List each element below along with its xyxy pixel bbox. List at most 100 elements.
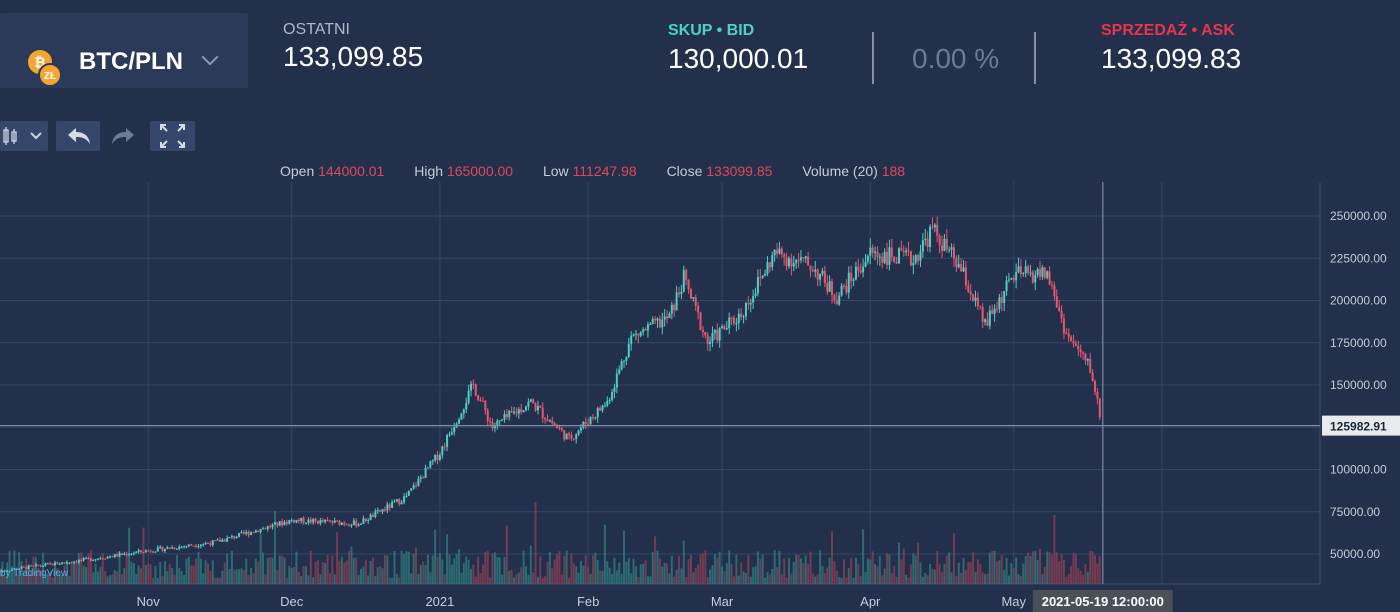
volume-bar <box>46 573 49 584</box>
volume-bar <box>324 562 327 584</box>
undo-button[interactable] <box>56 121 100 151</box>
fullscreen-button[interactable] <box>150 121 195 151</box>
candle <box>1012 277 1015 281</box>
candle <box>754 293 757 297</box>
volume-bar <box>654 536 657 584</box>
candle <box>1005 280 1008 292</box>
volume-bar <box>639 564 642 584</box>
candle <box>823 270 826 284</box>
candle <box>448 434 451 436</box>
volume-bar <box>343 562 346 584</box>
volume-bar <box>520 567 523 584</box>
volume-bar <box>979 563 982 584</box>
volume-bar <box>1072 552 1075 584</box>
candle <box>606 400 609 406</box>
candle <box>809 265 812 271</box>
candle <box>108 556 111 558</box>
candle <box>570 434 573 439</box>
volume-bar <box>434 529 437 584</box>
candle <box>470 383 473 391</box>
volume-bar <box>835 570 838 584</box>
candle <box>979 306 982 308</box>
candle <box>529 399 532 402</box>
volume-bar <box>888 554 891 584</box>
candle <box>596 407 599 418</box>
ask-value: 133,099.83 <box>1101 43 1242 74</box>
candle <box>520 408 523 413</box>
candle <box>1050 284 1053 286</box>
volume-bar <box>998 560 1001 584</box>
volume-bar <box>771 569 774 584</box>
volume-bar <box>355 557 358 584</box>
volume-bar <box>666 563 669 584</box>
redo-icon <box>112 128 134 144</box>
candle <box>443 446 446 448</box>
ticker-header: ₿ ZŁ BTC/PLN OSTATNI 133,099.85 SKUP • B… <box>0 0 1400 104</box>
redo-button[interactable] <box>104 121 144 151</box>
volume-bar <box>1067 573 1070 584</box>
candle <box>501 419 504 421</box>
volume-bar <box>730 563 733 584</box>
candle <box>51 563 54 566</box>
volume-bar <box>209 571 212 584</box>
candle <box>685 270 688 280</box>
candle <box>472 383 475 385</box>
candle <box>185 546 188 548</box>
candle <box>1070 336 1073 342</box>
candle <box>132 553 135 555</box>
candle <box>374 511 377 517</box>
candle <box>493 426 496 429</box>
candle <box>152 551 155 553</box>
candle <box>307 519 310 523</box>
candle <box>316 520 319 524</box>
volume-bar <box>1058 561 1061 584</box>
volume-bar <box>99 566 102 584</box>
volume-bar <box>293 566 296 584</box>
volume-bar <box>118 551 121 584</box>
volume-bar <box>811 573 814 584</box>
candle <box>845 285 848 293</box>
volume-bar <box>154 565 157 584</box>
volume-bar <box>302 565 305 584</box>
candle <box>68 562 71 564</box>
volume-bar <box>768 574 771 584</box>
candle <box>446 435 449 447</box>
candle <box>1072 341 1075 344</box>
candle <box>376 510 379 512</box>
candle <box>929 226 932 247</box>
volume-bar <box>642 563 645 584</box>
candle <box>178 546 181 549</box>
volume-bar <box>376 567 379 584</box>
volume-bar <box>486 550 489 584</box>
volume-bar <box>223 562 226 584</box>
volume-bar <box>53 564 56 584</box>
volume-bar <box>25 558 28 584</box>
candle <box>125 553 128 556</box>
chart-type-dropdown[interactable] <box>0 121 48 151</box>
candle <box>293 519 296 523</box>
candle <box>479 400 482 402</box>
candle <box>197 546 200 548</box>
volume-bar <box>668 573 671 584</box>
candle <box>515 411 518 414</box>
candle <box>505 414 508 417</box>
candle <box>902 250 905 253</box>
chevron-down-icon[interactable] <box>201 48 219 66</box>
candle <box>235 536 238 539</box>
candle <box>438 454 441 461</box>
candle <box>1060 310 1063 319</box>
candle <box>343 522 346 525</box>
volume-bar <box>1050 555 1053 584</box>
candle <box>168 547 171 549</box>
candle <box>584 421 587 424</box>
volume-bar <box>776 567 779 584</box>
pair-selector[interactable]: ₿ ZŁ BTC/PLN <box>0 13 248 88</box>
candle <box>369 514 372 521</box>
volume-bar <box>340 556 343 584</box>
candle <box>32 565 35 567</box>
volume-bar <box>283 557 286 584</box>
candle <box>756 277 759 294</box>
price-chart[interactable]: 250000.00 225000.00 200000.00 175000.00 1500… <box>0 182 1400 612</box>
low-label: Low <box>542 163 569 179</box>
volume-bar <box>381 568 384 584</box>
